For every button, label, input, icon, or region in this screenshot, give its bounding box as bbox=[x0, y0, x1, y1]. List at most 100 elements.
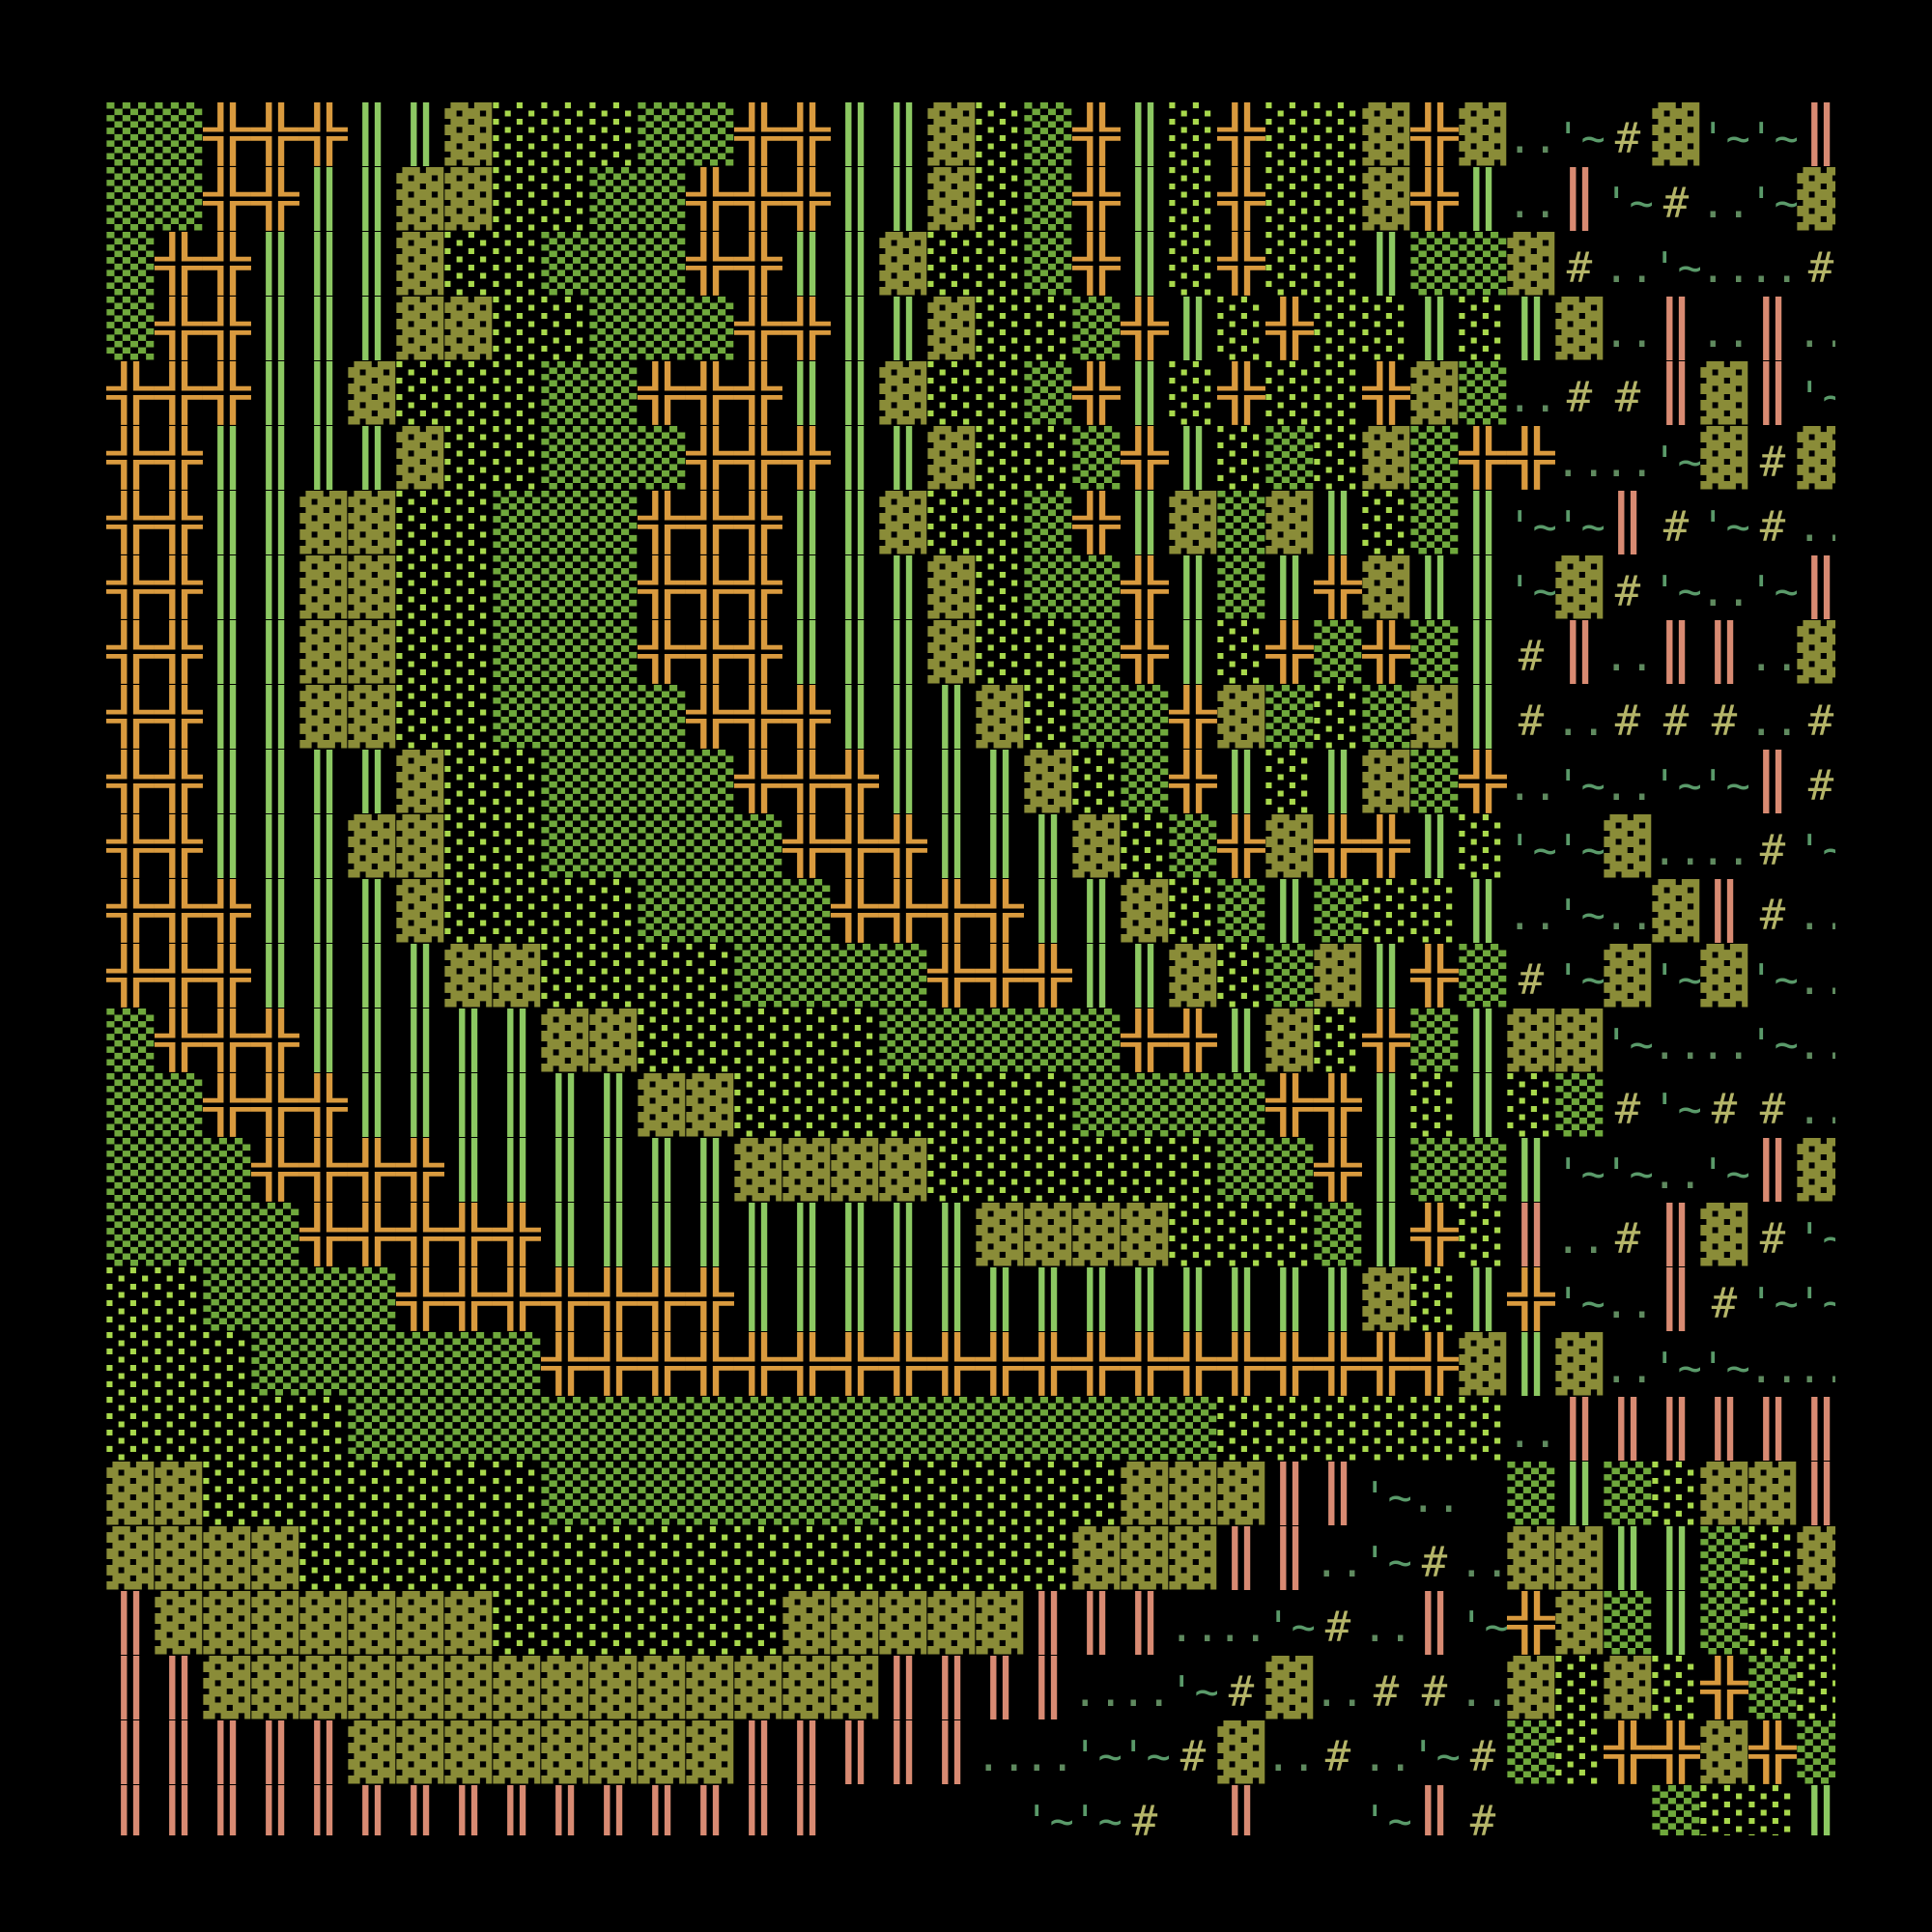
glyph-cell-light-dot-shade: ░ bbox=[299, 1398, 348, 1461]
glyph-cell-salmon-double-bar: ║ bbox=[976, 1657, 1024, 1719]
glyph-cell-tilde: '~' bbox=[1604, 179, 1652, 228]
glyph-cell-light-dot-shade: ░ bbox=[1217, 945, 1265, 1008]
glyph-cell-light-dot-shade: ░ bbox=[493, 427, 541, 490]
glyph-cell-dense-dot-shade: ▒ bbox=[106, 1009, 155, 1072]
glyph-cell-cross-box: ╬ bbox=[1410, 1333, 1459, 1396]
glyph-cell-olive-block: ▓ bbox=[1459, 103, 1507, 166]
glyph-cell-dense-dot-shade: ▒ bbox=[1265, 945, 1314, 1008]
glyph-cell-cross-box: ╬ bbox=[493, 1204, 541, 1266]
glyph-cell-cross-box: ╬ bbox=[155, 492, 203, 554]
glyph-cell-dense-dot-shade: ▒ bbox=[541, 1398, 589, 1461]
glyph-cell-cross-box: ╬ bbox=[106, 686, 155, 749]
glyph-cell-olive-block: ▓ bbox=[879, 492, 927, 554]
glyph-cell-light-dot-shade: ░ bbox=[444, 621, 493, 684]
glyph-cell-olive-block: ▓ bbox=[1748, 1463, 1797, 1525]
glyph-cell-salmon-double-bar: ║ bbox=[1604, 1398, 1652, 1461]
glyph-cell-tilde: '~' bbox=[1748, 955, 1797, 1005]
glyph-cell-green-double-bar: ║ bbox=[299, 233, 348, 296]
glyph-cell-green-double-bar: ║ bbox=[541, 1204, 589, 1266]
glyph-cell-dots: .. bbox=[1507, 761, 1555, 810]
glyph-cell-dense-dot-shade: ▒ bbox=[1217, 880, 1265, 943]
glyph-cell-olive-block: ▓ bbox=[1362, 427, 1410, 490]
glyph-cell-tilde: '~' bbox=[1700, 761, 1748, 810]
glyph-cell-olive-block: ▓ bbox=[589, 1009, 638, 1072]
glyph-cell-dense-dot-shade: ▒ bbox=[1700, 1592, 1748, 1655]
glyph-cell-tilde: '~' bbox=[1555, 891, 1604, 940]
glyph-cell-light-dot-shade: ░ bbox=[976, 233, 1024, 296]
glyph-cell-dots: .. bbox=[1507, 1408, 1555, 1458]
glyph-cell-green-double-bar: ║ bbox=[1314, 492, 1362, 554]
glyph-cell-green-double-bar: ║ bbox=[1169, 298, 1217, 360]
glyph-cell-light-dot-shade: ░ bbox=[299, 1463, 348, 1525]
glyph-cell-dense-dot-shade: ▒ bbox=[686, 751, 734, 813]
glyph-cell-green-double-bar: ║ bbox=[1652, 1527, 1700, 1590]
glyph-cell-olive-block: ▓ bbox=[106, 1527, 155, 1590]
glyph-cell-dots: .. bbox=[1797, 502, 1835, 552]
glyph-cell-olive-block: ▓ bbox=[251, 1592, 299, 1655]
glyph-cell-green-double-bar: ║ bbox=[1604, 1527, 1652, 1590]
glyph-cell-light-dot-shade: ░ bbox=[638, 945, 686, 1008]
glyph-cell-dots: .. bbox=[1797, 308, 1835, 357]
glyph-cell-green-double-bar: ║ bbox=[251, 621, 299, 684]
glyph-row: ▒▒╬╬╬║║║║║║▓▓░░░░░░░▒▒▒▒╬╬║░║░▒#'~'##..║ bbox=[106, 1073, 1835, 1138]
glyph-cell-olive-block: ▓ bbox=[348, 1721, 396, 1784]
glyph-cell-dense-dot-shade: ▒ bbox=[638, 168, 686, 231]
glyph-cell-light-dot-shade: ░ bbox=[203, 1463, 251, 1525]
glyph-cell-olive-block: ▓ bbox=[1652, 880, 1700, 943]
glyph-cell-salmon-double-bar: ║ bbox=[1072, 1592, 1121, 1655]
glyph-cell-dense-dot-shade: ▒ bbox=[348, 1268, 396, 1331]
glyph-cell-tilde: '~' bbox=[1362, 1473, 1410, 1522]
glyph-cell-light-dot-shade: ░ bbox=[976, 427, 1024, 490]
glyph-cell-cross-box: ╬ bbox=[155, 298, 203, 360]
glyph-cell-salmon-double-bar: ║ bbox=[782, 1721, 831, 1784]
glyph-cell-olive-block: ▓ bbox=[1169, 1527, 1217, 1590]
glyph-cell-cross-box: ╬ bbox=[734, 427, 782, 490]
glyph-cell-green-double-bar: ║ bbox=[589, 1074, 638, 1137]
glyph-cell-salmon-double-bar: ║ bbox=[106, 1786, 155, 1835]
glyph-row: ╬╬╬║║║║▓▓░░░░▒▒▒▒╬╬╬║║▓░▒▓║╬▒#'~'▓'~'▓'~… bbox=[106, 944, 1835, 1009]
glyph-cell-light-dot-shade: ░ bbox=[1314, 233, 1362, 296]
glyph-cell-olive-block: ▓ bbox=[396, 751, 444, 813]
glyph-cell-dense-dot-shade: ▒ bbox=[444, 1333, 493, 1396]
glyph-cell-hash: # bbox=[1662, 502, 1690, 552]
glyph-cell-green-double-bar: ║ bbox=[782, 1204, 831, 1266]
glyph-cell-cross-box: ╬ bbox=[1459, 751, 1507, 813]
glyph-cell-cross-box: ╬ bbox=[686, 686, 734, 749]
glyph-cell-light-dot-shade: ░ bbox=[1362, 1398, 1410, 1461]
glyph-cell-light-dot-shade: ░ bbox=[1314, 686, 1362, 749]
glyph-cell-dense-dot-shade: ▒ bbox=[155, 1139, 203, 1202]
glyph-cell-cross-box: ╬ bbox=[1072, 168, 1121, 231]
glyph-cell-dense-dot-shade: ▒ bbox=[106, 1139, 155, 1202]
glyph-cell-light-dot-shade: ░ bbox=[976, 168, 1024, 231]
glyph-cell-hash: # bbox=[1131, 1797, 1158, 1835]
glyph-cell-dense-dot-shade: ▒ bbox=[589, 556, 638, 619]
glyph-cell-light-dot-shade: ░ bbox=[1314, 103, 1362, 166]
glyph-cell-cross-box: ╬ bbox=[1362, 1333, 1410, 1396]
glyph-cell-dense-dot-shade: ▒ bbox=[493, 492, 541, 554]
glyph-cell-dots: .. bbox=[1459, 1667, 1507, 1717]
glyph-cell-olive-block: ▓ bbox=[1217, 686, 1265, 749]
glyph-cell-olive-block: ▓ bbox=[1362, 556, 1410, 619]
glyph-cell-light-dot-shade: ░ bbox=[1169, 103, 1217, 166]
glyph-cell-olive-block: ▓ bbox=[396, 880, 444, 943]
glyph-cell-green-double-bar: ║ bbox=[1459, 492, 1507, 554]
glyph-cell-dense-dot-shade: ▒ bbox=[493, 1398, 541, 1461]
glyph-cell-green-double-bar: ║ bbox=[348, 168, 396, 231]
glyph-cell-green-double-bar: ║ bbox=[299, 298, 348, 360]
glyph-cell-green-double-bar: ║ bbox=[879, 427, 927, 490]
glyph-cell-olive-block: ▓ bbox=[348, 362, 396, 425]
glyph-cell-dots: .. bbox=[1362, 1732, 1410, 1781]
glyph-cell-cross-box: ╬ bbox=[1217, 815, 1265, 878]
glyph-cell-dense-dot-shade: ▒ bbox=[1265, 427, 1314, 490]
glyph-cell-olive-block: ▓ bbox=[831, 1657, 879, 1719]
glyph-cell-olive-block: ▓ bbox=[1555, 1592, 1604, 1655]
glyph-cell-olive-block: ▓ bbox=[1265, 1657, 1314, 1719]
glyph-cell-salmon-double-bar: ║ bbox=[155, 1786, 203, 1835]
glyph-cell-salmon-double-bar: ║ bbox=[879, 1721, 927, 1784]
glyph-cell-light-dot-shade: ░ bbox=[1217, 1398, 1265, 1461]
glyph-cell-olive-block: ▓ bbox=[831, 1139, 879, 1202]
glyph-cell-olive-block: ▓ bbox=[638, 1074, 686, 1137]
glyph-row: ║║▓▓▓▓▓▓▓▓▓▓▓▓▓▓║║║║....'~'#▓..##..▓░▓░╬… bbox=[106, 1656, 1835, 1720]
glyph-cell-salmon-double-bar: ║ bbox=[1604, 492, 1652, 554]
glyph-cell-green-double-bar: ║ bbox=[1459, 1074, 1507, 1137]
